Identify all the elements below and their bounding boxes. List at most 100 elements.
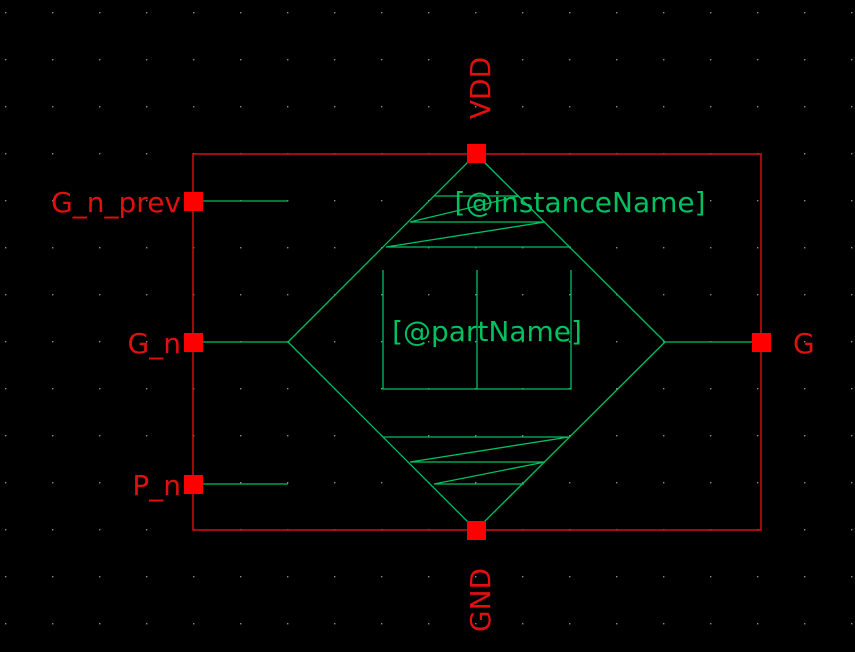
- grid-dot: [710, 200, 712, 202]
- grid-dot: [52, 106, 54, 108]
- grid-dot: [475, 247, 477, 249]
- grid-dot: [663, 482, 665, 484]
- grid-dot: [569, 482, 571, 484]
- grid-dot: [193, 106, 195, 108]
- grid-dot: [804, 341, 806, 343]
- grid-dot: [287, 623, 289, 625]
- grid-dot: [287, 59, 289, 61]
- grid-dot: [428, 576, 430, 578]
- grid-dot: [757, 106, 759, 108]
- grid-dot: [240, 247, 242, 249]
- grid-dot: [710, 435, 712, 437]
- pin-g[interactable]: [752, 333, 771, 352]
- grid-dot: [851, 153, 853, 155]
- grid-dot: [710, 247, 712, 249]
- grid-dot: [334, 247, 336, 249]
- grid-dot: [616, 200, 618, 202]
- grid-dot: [240, 12, 242, 14]
- grid-dot: [757, 482, 759, 484]
- grid-dot: [5, 59, 7, 61]
- grid-dot: [851, 388, 853, 390]
- grid-dot: [616, 59, 618, 61]
- grid-dot: [5, 482, 7, 484]
- grid-dot: [757, 247, 759, 249]
- grid-dot: [616, 623, 618, 625]
- grid-dot: [240, 388, 242, 390]
- grid-dot: [663, 59, 665, 61]
- grid-dot: [710, 482, 712, 484]
- pin-label-gnd: GND: [464, 568, 497, 632]
- grid-dot: [99, 294, 101, 296]
- grid-dot: [99, 435, 101, 437]
- grid-dot: [804, 106, 806, 108]
- pin-label-vdd: VDD: [464, 57, 497, 119]
- grid-dot: [334, 623, 336, 625]
- grid-dot: [428, 106, 430, 108]
- grid-dot: [193, 576, 195, 578]
- grid-dot: [52, 12, 54, 14]
- grid-dot: [52, 341, 54, 343]
- grid-dot: [146, 435, 148, 437]
- grid-dot: [757, 623, 759, 625]
- grid-dot: [569, 12, 571, 14]
- grid-dot: [99, 200, 101, 202]
- grid-dot: [99, 529, 101, 531]
- grid-dot: [193, 623, 195, 625]
- grid-dot: [616, 247, 618, 249]
- grid-dot: [757, 59, 759, 61]
- grid-dot: [616, 576, 618, 578]
- grid-dot: [663, 623, 665, 625]
- grid-dot: [287, 12, 289, 14]
- pin-g-n-prev[interactable]: [184, 192, 203, 211]
- grid-dot: [663, 106, 665, 108]
- grid-dot: [381, 623, 383, 625]
- grid-dot: [381, 106, 383, 108]
- grid-dot: [616, 435, 618, 437]
- grid-dot: [334, 59, 336, 61]
- pin-label-g-n-prev: G_n_prev: [51, 186, 181, 219]
- grid-dot: [99, 388, 101, 390]
- grid-dot: [522, 12, 524, 14]
- grid-dot: [240, 294, 242, 296]
- grid-dot: [5, 529, 7, 531]
- grid-dot: [381, 388, 383, 390]
- grid-dot: [475, 106, 477, 108]
- grid-dot: [475, 12, 477, 14]
- grid-dot: [522, 294, 524, 296]
- grid-dot: [522, 59, 524, 61]
- grid-dot: [710, 59, 712, 61]
- grid-dot: [710, 388, 712, 390]
- grid-dot: [5, 153, 7, 155]
- grid-dot: [851, 529, 853, 531]
- instance-name-label: [@instanceName]: [454, 186, 705, 219]
- grid-dot: [663, 294, 665, 296]
- grid-dot: [663, 341, 665, 343]
- grid-dot: [287, 576, 289, 578]
- grid-dot: [146, 200, 148, 202]
- grid-dot: [99, 623, 101, 625]
- grid-dot: [334, 106, 336, 108]
- pin-g-n[interactable]: [184, 333, 203, 352]
- grid-dot: [475, 341, 477, 343]
- grid-dot: [52, 153, 54, 155]
- pin-p-n[interactable]: [184, 475, 203, 494]
- grid-dot: [522, 576, 524, 578]
- grid-dot: [52, 200, 54, 202]
- grid-dot: [663, 388, 665, 390]
- pin-gnd[interactable]: [467, 521, 486, 540]
- grid-dot: [522, 435, 524, 437]
- pin-vdd[interactable]: [467, 144, 486, 163]
- lower-zigzag: [383, 436, 570, 485]
- grid-dot: [757, 435, 759, 437]
- grid-dot: [851, 341, 853, 343]
- grid-dot: [804, 388, 806, 390]
- grid-dot: [804, 529, 806, 531]
- grid-dot: [428, 59, 430, 61]
- grid-dot: [5, 623, 7, 625]
- grid-dot: [616, 106, 618, 108]
- grid-dot: [804, 153, 806, 155]
- grid-dot: [52, 482, 54, 484]
- grid-dot: [522, 341, 524, 343]
- grid-dot: [851, 200, 853, 202]
